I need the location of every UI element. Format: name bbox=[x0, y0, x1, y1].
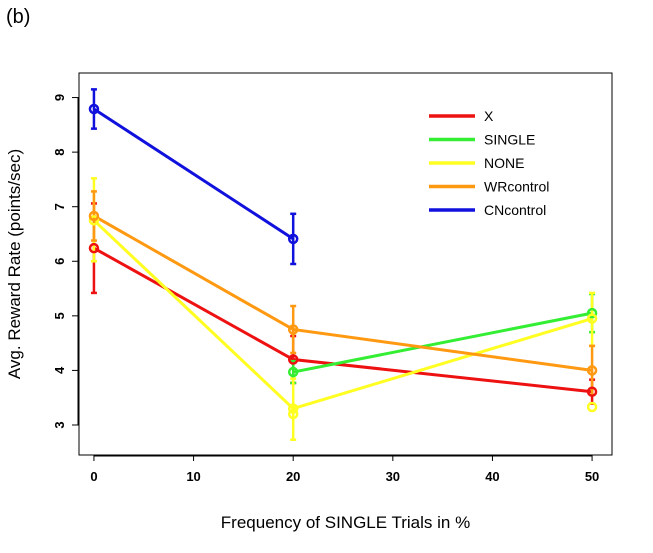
x-tick-label: 40 bbox=[485, 469, 499, 484]
data-point-cncontrol bbox=[88, 103, 100, 115]
data-point-cncontrol bbox=[287, 233, 299, 245]
data-point-none bbox=[287, 403, 299, 414]
y-tick-label: 4 bbox=[52, 366, 67, 374]
y-axis-title: Avg. Reward Rate (points/sec) bbox=[5, 149, 24, 379]
y-tick-label: 3 bbox=[52, 421, 67, 428]
data-point-single bbox=[287, 366, 299, 378]
series-line-x bbox=[93, 246, 593, 394]
legend-label-single: SINGLE bbox=[484, 132, 535, 148]
data-point-none bbox=[586, 401, 598, 413]
x-axis: 0 10 20 30 40 50 bbox=[90, 455, 599, 484]
plot-frame bbox=[78, 72, 613, 456]
data-point-single bbox=[586, 307, 598, 319]
data-point-none bbox=[88, 215, 100, 226]
data-points bbox=[88, 103, 598, 420]
x-axis-title: Frequency of SINGLE Trials in % bbox=[221, 513, 470, 532]
series-line-cncontrol bbox=[93, 107, 295, 241]
data-point-x bbox=[586, 386, 598, 397]
data-point-none bbox=[287, 408, 299, 420]
legend-label-cncontrol: CNcontrol bbox=[484, 202, 546, 218]
series-line-none bbox=[92, 219, 593, 411]
y-tick-label: 9 bbox=[52, 94, 67, 101]
series-line-single bbox=[292, 311, 593, 374]
y-tick-label: 8 bbox=[52, 149, 67, 156]
data-point-x bbox=[88, 242, 100, 254]
y-axis: 3 4 5 6 7 8 9 bbox=[52, 94, 79, 429]
series-lines bbox=[92, 107, 593, 411]
x-tick-label: 0 bbox=[90, 469, 97, 484]
data-point-wrcontrol bbox=[88, 210, 100, 222]
x-tick-label: 20 bbox=[286, 469, 300, 484]
data-point-wrcontrol bbox=[287, 324, 299, 335]
legend: X SINGLE NONE WRcontrol CNcontrol bbox=[429, 108, 549, 218]
y-tick-label: 7 bbox=[52, 203, 67, 210]
data-point-wrcontrol bbox=[586, 365, 598, 376]
legend-label-x: X bbox=[484, 108, 494, 124]
x-tick-label: 50 bbox=[585, 469, 599, 484]
series-line-wrcontrol bbox=[93, 214, 593, 372]
y-tick-label: 6 bbox=[52, 258, 67, 265]
x-tick-label: 10 bbox=[186, 469, 200, 484]
panel-label: (b) bbox=[6, 6, 31, 28]
data-point-x bbox=[287, 354, 299, 365]
data-point-none bbox=[586, 313, 598, 324]
legend-label-none: NONE bbox=[484, 155, 524, 171]
y-tick-label: 5 bbox=[52, 312, 67, 319]
x-tick-label: 30 bbox=[386, 469, 400, 484]
legend-label-wrcontrol: WRcontrol bbox=[484, 179, 549, 195]
